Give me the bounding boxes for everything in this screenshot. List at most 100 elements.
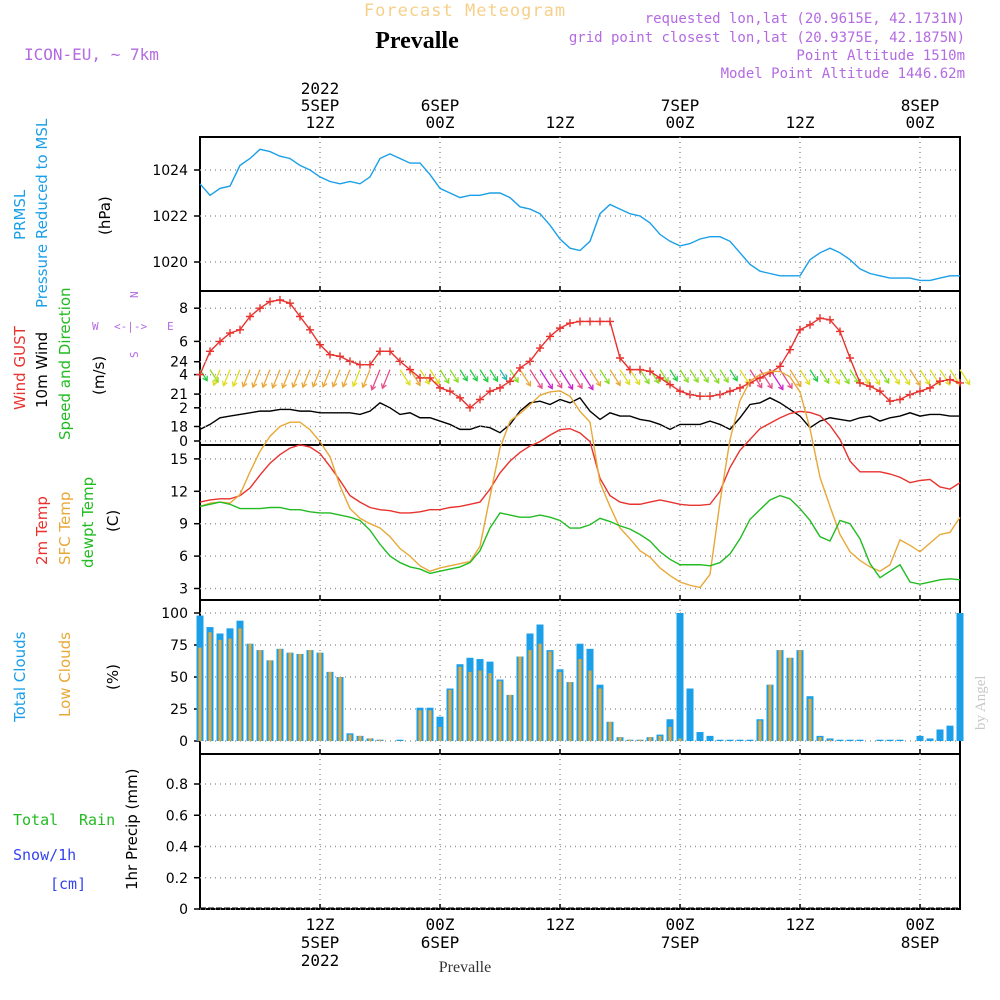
wind-arrow bbox=[549, 369, 563, 389]
gust-marker bbox=[586, 317, 594, 326]
gust-marker bbox=[616, 354, 624, 362]
precip-ytick-label: 0.4 bbox=[166, 840, 188, 856]
low-cloud-bar bbox=[488, 673, 492, 741]
wind-ytick-label: 0 bbox=[179, 434, 188, 450]
gust-marker bbox=[636, 365, 644, 374]
pressure-ytick-label: 1024 bbox=[152, 163, 188, 179]
low-cloud-bar bbox=[338, 677, 342, 741]
low-cloud-bar bbox=[378, 739, 382, 741]
location-title: Prevalle bbox=[375, 28, 459, 54]
gridpoint-coords: grid point closest lon,lat (20.9375E, 42… bbox=[569, 30, 965, 46]
total-cloud-bar bbox=[896, 739, 904, 741]
wind-arrowhead bbox=[380, 383, 387, 390]
total-cloud-bar bbox=[396, 739, 404, 741]
compass-n: N bbox=[128, 291, 141, 298]
prmsl-line bbox=[199, 148, 960, 282]
wind-arrowhead bbox=[588, 384, 594, 391]
clouds-ytick-label: 75 bbox=[170, 638, 188, 654]
wind-arrowhead bbox=[434, 378, 440, 386]
total-cloud-bar bbox=[956, 613, 964, 741]
wind-arrow bbox=[332, 369, 341, 387]
low-cloud-bar bbox=[258, 650, 262, 741]
gust-marker bbox=[306, 325, 314, 334]
wind-arrow bbox=[809, 369, 818, 382]
gust-marker bbox=[476, 395, 484, 404]
wind-arrow bbox=[302, 369, 311, 388]
bottom-time-label: 00Z bbox=[666, 915, 695, 934]
wind-frame bbox=[199, 290, 961, 446]
top-time-label: 12Z bbox=[786, 113, 815, 132]
wind-arrow bbox=[499, 369, 508, 381]
low-cloud-bar bbox=[458, 666, 462, 741]
total-cloud-bar bbox=[846, 739, 854, 741]
wind-arrow bbox=[459, 369, 468, 382]
low-cloud-bar bbox=[588, 670, 592, 741]
wind-arrowhead bbox=[767, 383, 773, 390]
wind-arrow bbox=[869, 369, 881, 385]
wind-arrowhead bbox=[703, 377, 709, 384]
wind-arrowhead bbox=[812, 376, 819, 383]
temp-ytick-label: 24 bbox=[170, 355, 188, 371]
wind-arrow bbox=[449, 369, 459, 383]
wind-arrowhead bbox=[804, 379, 811, 386]
low-cloud-bar bbox=[528, 650, 532, 741]
wind-label-speed: Speed and Direction bbox=[56, 287, 74, 440]
gust-marker bbox=[406, 365, 414, 374]
wind-arrow bbox=[529, 369, 543, 389]
gust-marker bbox=[936, 377, 944, 386]
wind-arrow bbox=[322, 369, 331, 387]
wind-arrowhead bbox=[472, 375, 478, 382]
total-cloud-bar bbox=[946, 725, 954, 741]
gust-marker bbox=[266, 297, 274, 306]
wind-arrow bbox=[539, 369, 553, 389]
wind-arrowhead bbox=[513, 377, 519, 384]
low-cloud-bar bbox=[678, 738, 682, 741]
pressure-ytick-label: 1022 bbox=[152, 209, 188, 225]
gust-marker bbox=[506, 377, 514, 386]
gust-marker bbox=[576, 317, 584, 326]
compass-w: W bbox=[92, 320, 99, 333]
wind-arrow bbox=[679, 369, 689, 383]
wind-arrow bbox=[889, 369, 900, 385]
precip-panel: 0 0.2 0.4 0.6 0.8 bbox=[166, 753, 961, 918]
wind-arrowhead bbox=[595, 380, 602, 387]
gust-marker bbox=[866, 382, 874, 391]
total-cloud-bar bbox=[916, 735, 924, 741]
gust-marker bbox=[416, 373, 424, 382]
wind-arrowhead bbox=[301, 382, 308, 389]
low-cloud-bar bbox=[548, 651, 552, 741]
wind-arrowhead bbox=[567, 384, 574, 391]
wind-arrow bbox=[371, 369, 381, 390]
wind-arrowhead bbox=[281, 382, 287, 389]
temp-label-sfc: SFC Temp bbox=[56, 492, 74, 565]
wind-arrowhead bbox=[713, 378, 720, 385]
low-cloud-bar bbox=[668, 726, 672, 741]
gust-marker bbox=[426, 373, 434, 382]
gust-marker bbox=[196, 370, 204, 379]
low-cloud-bar bbox=[318, 652, 322, 741]
low-cloud-bar bbox=[268, 660, 272, 741]
bottom-time-label: 00Z bbox=[426, 915, 455, 934]
pressure-panel: 1020 1022 1024 bbox=[152, 136, 961, 292]
temp-ytick-label: 6 bbox=[179, 549, 188, 565]
wind-ytick-label: 2 bbox=[179, 401, 188, 417]
wind-arrowhead bbox=[864, 378, 870, 386]
total-cloud-bar bbox=[736, 739, 744, 741]
low-cloud-bar bbox=[788, 657, 792, 741]
total-cloud-bar bbox=[706, 735, 714, 741]
bottom-time-label: 7SEP bbox=[661, 933, 700, 952]
precip-labels: Total Rain Snow/1h [cm] 1hr Precip (mm) bbox=[13, 769, 141, 893]
low-cloud-bar bbox=[638, 739, 642, 741]
wind-arrow bbox=[362, 369, 371, 388]
wind-arrowhead bbox=[683, 377, 689, 384]
wind-arrowhead bbox=[556, 382, 563, 389]
wind-arrow bbox=[559, 369, 574, 390]
gust-marker bbox=[666, 380, 674, 389]
top-time-label: 8SEP bbox=[901, 96, 940, 115]
wind-arrow bbox=[709, 369, 720, 384]
wind-arrow bbox=[252, 369, 261, 388]
gust-marker bbox=[246, 312, 254, 321]
gust-marker bbox=[296, 312, 304, 321]
